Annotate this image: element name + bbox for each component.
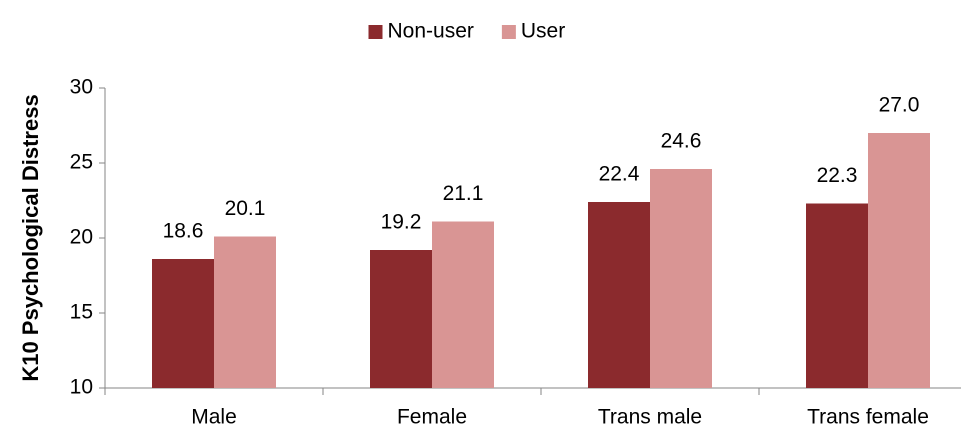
x-tick-label: Male [191,406,237,429]
legend-label: Non-user [388,20,474,43]
legend-swatch [368,25,383,39]
legend-label: User [521,20,565,43]
value-label: 22.3 [817,164,858,187]
y-tick-label: 20 [70,226,93,249]
bar [370,250,432,388]
y-axis-label: K10 Psychological Distress [18,94,43,381]
bar [588,202,650,388]
bar [868,133,930,388]
x-tick-label: Trans female [807,406,929,429]
bar [432,221,494,388]
bar [650,169,712,388]
x-tick-label: Female [397,406,467,429]
y-tick-label: 30 [70,76,93,99]
y-tick-label: 10 [70,376,93,399]
x-tick-label: Trans male [598,406,702,429]
bar [806,203,868,388]
value-label: 27.0 [879,94,920,117]
legend-swatch [501,25,516,39]
bar [214,236,276,388]
y-tick-label: 15 [70,301,93,324]
value-label: 22.4 [599,163,640,186]
value-label: 18.6 [163,220,204,243]
value-label: 20.1 [225,197,266,220]
value-label: 24.6 [661,130,702,153]
bar [152,259,214,388]
value-label: 19.2 [381,211,422,234]
y-tick-label: 25 [70,151,93,174]
value-label: 21.1 [443,182,484,205]
